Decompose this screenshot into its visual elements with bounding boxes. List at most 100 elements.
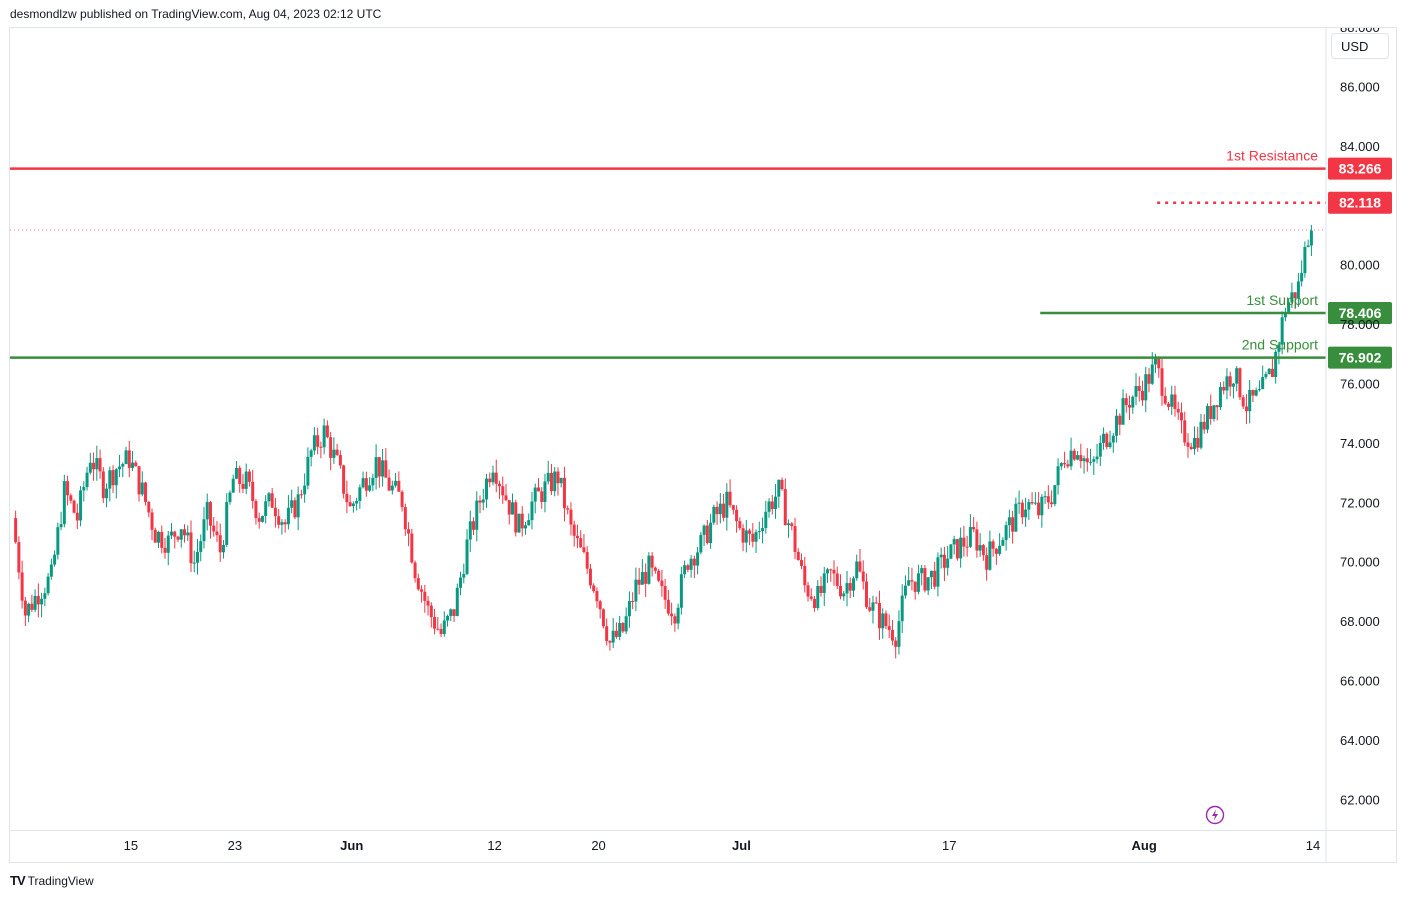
axes: 62.000 64.000 66.000 68.000 70.000 72.000 74.0… bbox=[10, 28, 1396, 862]
candle-body bbox=[296, 494, 300, 518]
candle-body bbox=[423, 591, 427, 601]
candle-body bbox=[1196, 437, 1200, 448]
candle-body bbox=[147, 501, 151, 513]
candle-body bbox=[387, 477, 391, 491]
candle-body bbox=[562, 477, 566, 509]
candle-body bbox=[1192, 437, 1196, 450]
candle-body bbox=[689, 558, 693, 570]
candle-body bbox=[809, 596, 813, 599]
candle-body bbox=[1092, 459, 1096, 462]
price-badge-label: 76.902 bbox=[1339, 350, 1382, 366]
candle-body bbox=[933, 570, 937, 587]
candle-body bbox=[679, 574, 683, 608]
candle-body bbox=[650, 555, 654, 568]
candle-body bbox=[757, 531, 761, 533]
candle-body bbox=[137, 466, 141, 495]
candle-body bbox=[631, 600, 635, 602]
candle-body bbox=[1277, 344, 1281, 352]
candle-body bbox=[186, 532, 190, 536]
candle-body bbox=[30, 603, 34, 610]
candle-body bbox=[806, 585, 810, 597]
price-badge bbox=[1328, 346, 1392, 369]
candle-body bbox=[33, 595, 37, 610]
y-tick-label: 68.000 bbox=[1340, 614, 1380, 629]
candle-body bbox=[988, 541, 992, 570]
candle-body bbox=[942, 554, 946, 568]
candle-body bbox=[228, 492, 232, 503]
candle-body bbox=[702, 525, 706, 535]
candle-body bbox=[195, 551, 199, 563]
candle-body bbox=[286, 507, 290, 525]
candle-body bbox=[1222, 386, 1226, 391]
candle-body bbox=[874, 602, 878, 604]
candle-body bbox=[592, 585, 596, 592]
y-tick-label: 88.000 bbox=[1340, 28, 1380, 35]
candle-body bbox=[1141, 390, 1145, 401]
candle-body bbox=[1072, 450, 1076, 460]
y-tick-label: 64.000 bbox=[1340, 733, 1380, 748]
candle-body bbox=[157, 531, 161, 543]
candle-body bbox=[413, 562, 417, 579]
candle-body bbox=[1030, 502, 1034, 504]
candle-body bbox=[475, 500, 479, 530]
candle-body bbox=[1040, 496, 1044, 516]
candle-body bbox=[98, 458, 102, 472]
candle-body bbox=[23, 600, 27, 616]
candle-body bbox=[244, 471, 248, 489]
candle-body bbox=[527, 520, 531, 526]
candle-body bbox=[923, 568, 927, 591]
candle-body bbox=[715, 506, 719, 515]
candle-body bbox=[903, 585, 907, 596]
candle-body bbox=[1137, 386, 1141, 391]
y-tick-label: 72.000 bbox=[1340, 495, 1380, 510]
candle-body bbox=[394, 480, 398, 486]
candle-body bbox=[510, 502, 514, 515]
candle-body bbox=[494, 472, 498, 484]
candle-body bbox=[624, 616, 628, 632]
price-chart[interactable]: 1st Resistance 83.266 82.118 1st Support 78.… bbox=[10, 28, 1396, 862]
chart-frame[interactable]: 1st Resistance 83.266 82.118 1st Support 78.… bbox=[9, 27, 1397, 863]
lightning-bolt-icon[interactable] bbox=[1205, 805, 1225, 825]
candle-body bbox=[351, 503, 355, 507]
candle-body bbox=[355, 500, 359, 504]
candle-body bbox=[1244, 406, 1248, 412]
candle-body bbox=[283, 522, 287, 525]
currency-button[interactable]: USD bbox=[1331, 33, 1389, 59]
candle-body bbox=[1280, 317, 1284, 345]
candle-body bbox=[371, 477, 375, 486]
candle-body bbox=[897, 621, 901, 647]
candle-body bbox=[1267, 368, 1271, 375]
candle-body bbox=[1170, 394, 1174, 407]
candle-body bbox=[1231, 383, 1235, 387]
y-tick-label: 80.000 bbox=[1340, 258, 1380, 273]
candle-body bbox=[1150, 364, 1154, 384]
candle-body bbox=[1011, 517, 1015, 532]
candle-body bbox=[212, 525, 216, 532]
price-levels: 1st Resistance 83.266 82.118 1st Support 78.… bbox=[10, 148, 1392, 369]
y-tick-label: 78.000 bbox=[1340, 317, 1380, 332]
candle-body bbox=[59, 524, 63, 528]
candle-body bbox=[1063, 463, 1067, 465]
candle-body bbox=[442, 620, 446, 635]
candle-body bbox=[322, 425, 326, 448]
candle-body bbox=[998, 545, 1002, 554]
candle-body bbox=[965, 546, 969, 548]
price-badge bbox=[1328, 301, 1392, 324]
candle-body bbox=[959, 537, 963, 559]
candle-body bbox=[1160, 368, 1164, 396]
candle-body bbox=[449, 609, 453, 616]
candle-body bbox=[1066, 464, 1070, 467]
candle-body bbox=[653, 567, 657, 571]
candle-body bbox=[280, 522, 284, 525]
candle-body bbox=[118, 466, 122, 470]
candle-body bbox=[468, 521, 472, 540]
candle-body bbox=[1128, 405, 1132, 408]
y-tick-label: 86.000 bbox=[1340, 79, 1380, 94]
candle-body bbox=[472, 521, 476, 530]
candle-body bbox=[627, 600, 631, 617]
candle-body bbox=[530, 501, 534, 521]
candle-body bbox=[705, 525, 709, 544]
candle-body bbox=[1082, 458, 1086, 462]
candle-body bbox=[751, 533, 755, 542]
tradingview-logo-icon[interactable]: TV bbox=[10, 873, 26, 888]
